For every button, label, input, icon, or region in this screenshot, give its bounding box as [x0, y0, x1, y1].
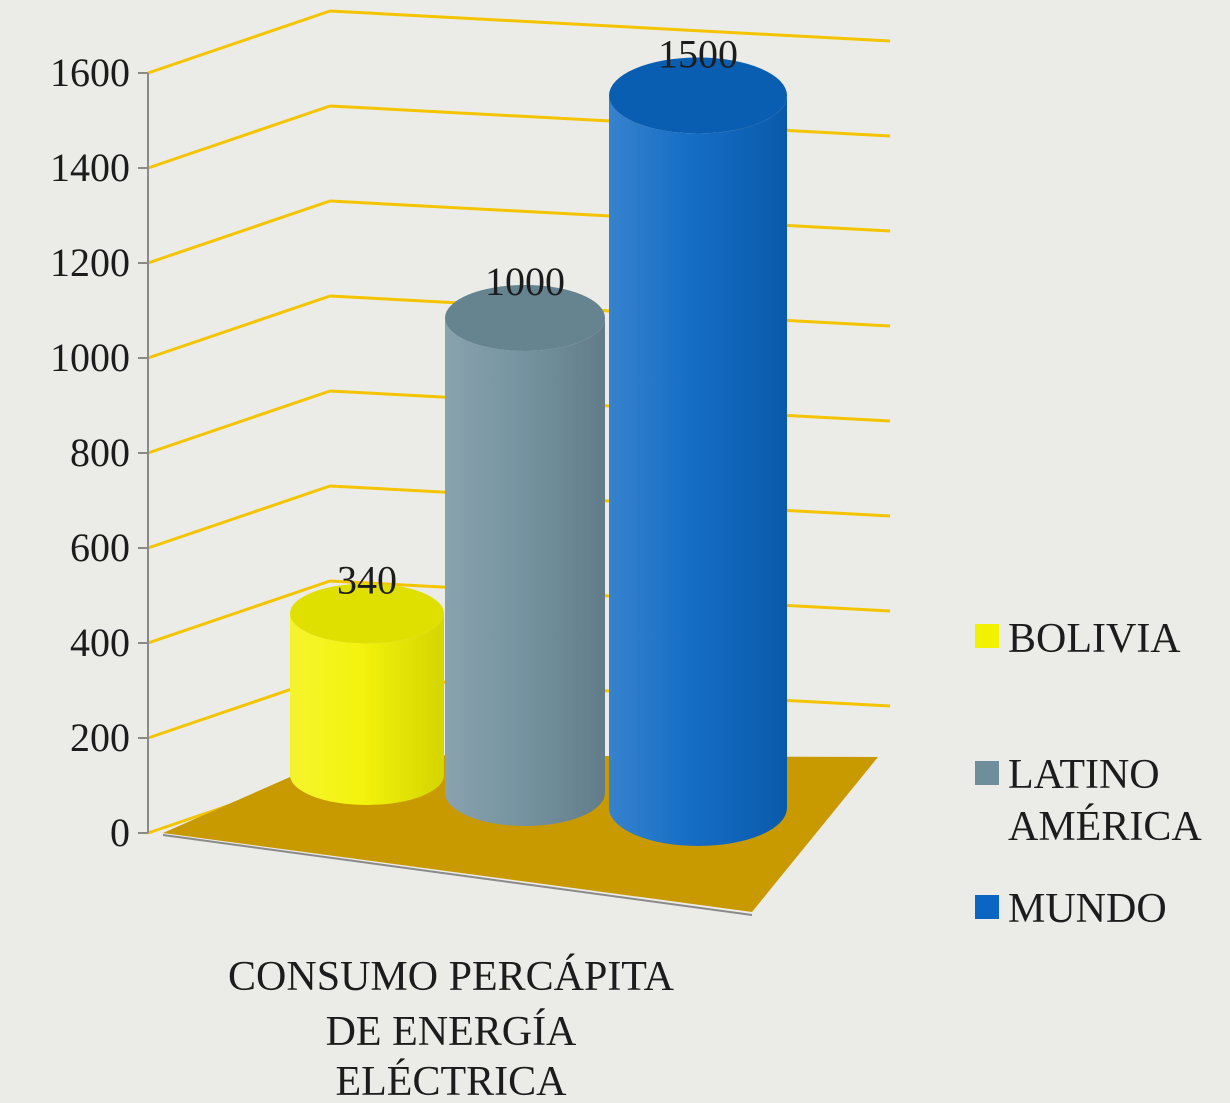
y-tick-label: 1400 [50, 145, 130, 190]
y-tick-label: 0 [110, 810, 130, 855]
x-category-label: ELÉCTRICA [336, 1058, 568, 1103]
y-tick-label: 200 [70, 715, 130, 760]
legend-label: BOLIVIA [1008, 616, 1181, 662]
legend-item: BOLIVIA [975, 616, 1181, 662]
legend-label: LATINO [1008, 752, 1160, 798]
gridline-side [147, 104, 331, 170]
bar-top [609, 57, 787, 134]
bar-body [609, 95, 787, 846]
bar-bolivia [290, 583, 444, 805]
bar-body [290, 613, 444, 805]
x-category-label: CONSUMO PERCÁPITA [228, 953, 675, 1000]
bar-top [445, 285, 605, 351]
y-tick-label: 400 [70, 620, 130, 665]
bar-body [445, 318, 605, 826]
legend-swatch [975, 624, 999, 648]
bar-mundo [609, 57, 787, 846]
data-label: 1500 [658, 32, 738, 77]
gridline-back [329, 9, 891, 43]
bar-top [290, 583, 444, 644]
gridline-side [147, 389, 331, 455]
y-tick-label: 800 [70, 430, 130, 475]
gridline-side [147, 199, 331, 265]
x-category-label: DE ENERGÍA [326, 1008, 577, 1055]
gridline-side [147, 579, 331, 645]
data-label: 340 [337, 558, 397, 603]
bar-latino-américa [445, 285, 605, 826]
legend-item: MUNDO [975, 886, 1167, 932]
legend-item: LATINO AMÉRICA [975, 752, 1202, 850]
gridline-side [147, 294, 331, 360]
legend-swatch [975, 761, 999, 785]
gridline-side [147, 9, 331, 75]
y-tick-label: 600 [70, 525, 130, 570]
y-tick-label: 1000 [50, 335, 130, 380]
legend-swatch [975, 895, 999, 919]
y-tick-label: 1200 [50, 240, 130, 285]
legend-label: AMÉRICA [1008, 803, 1202, 850]
x-axis-line [162, 834, 753, 916]
y-tick-label: 1600 [50, 50, 130, 95]
data-label: 1000 [485, 259, 565, 304]
gridline-side [147, 484, 331, 550]
legend-label: MUNDO [1008, 886, 1167, 932]
